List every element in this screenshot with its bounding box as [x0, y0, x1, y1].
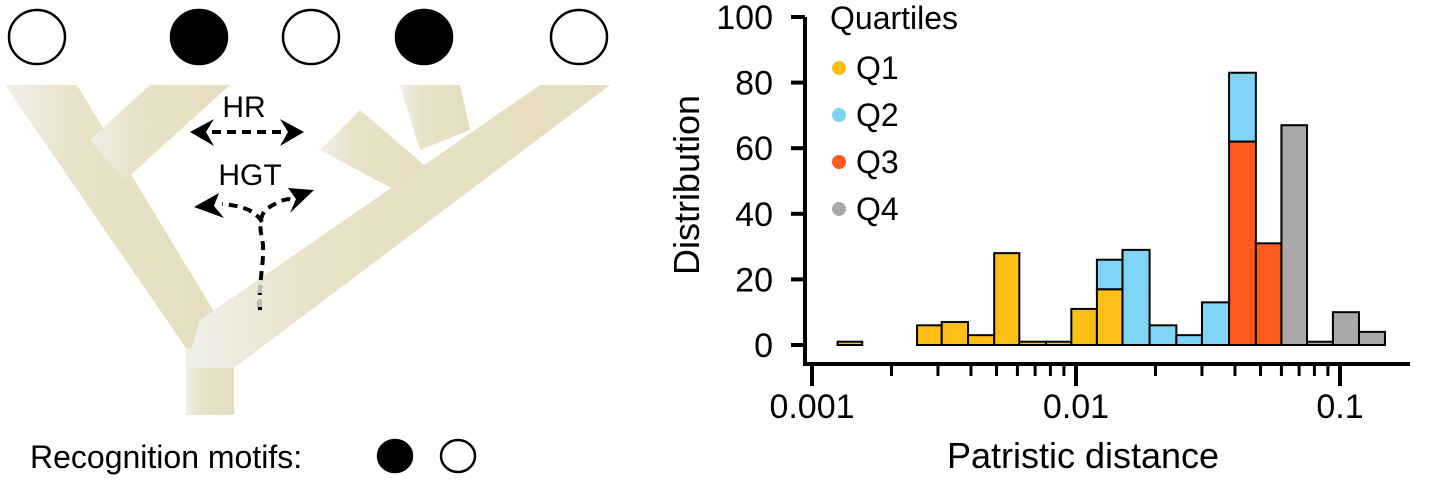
y-tick-label: 0 — [754, 327, 773, 365]
hgt-transfer: HGT — [194, 159, 314, 312]
x-tick-label: 0.01 — [1043, 388, 1109, 426]
legend-label-q1: Q1 — [856, 50, 899, 86]
bar-q1 — [1070, 307, 1098, 347]
legend-swatch-q4 — [832, 202, 846, 216]
tip-circle-open — [549, 8, 609, 66]
bar-q4 — [1306, 340, 1334, 347]
tree-diagram: HR HGT Recognition motifs: — [5, 8, 610, 475]
hgt-left-arrowhead — [194, 193, 224, 218]
motif-caption: Recognition motifs: — [30, 438, 477, 475]
legend-entries: Q1 Q2 Q3 Q4 — [832, 50, 899, 227]
y-tick-label: 20 — [735, 261, 773, 299]
y-tick-label: 60 — [735, 130, 773, 168]
y-axis: 0 20 40 60 80 100 Distribution — [666, 0, 807, 365]
y-tick-label: 40 — [735, 196, 773, 234]
y-tick-label: 100 — [716, 0, 773, 37]
y-tick-label: 80 — [735, 65, 773, 103]
bar-q1 — [1095, 288, 1124, 346]
bar-q3 — [1254, 242, 1283, 347]
hgt-right-arrowhead — [288, 188, 314, 213]
recognition-motifs-label: Recognition motifs: — [30, 439, 302, 475]
bar-q3 — [1228, 140, 1257, 346]
branch-tip-4 — [400, 85, 470, 150]
bar-q2 — [1148, 324, 1178, 347]
tree-tips — [7, 8, 609, 66]
tip-circle-filled — [394, 8, 454, 66]
bar-q2 — [1200, 301, 1231, 346]
bar-q1 — [1045, 340, 1073, 347]
legend-swatch-q3 — [832, 155, 846, 169]
legend-label-q3: Q3 — [856, 144, 899, 180]
hr-left-arrowhead — [190, 119, 214, 146]
bar-q1 — [967, 334, 996, 347]
bar-q1 — [940, 321, 970, 347]
bar-q1 — [993, 252, 1021, 346]
bar-q4 — [1357, 330, 1386, 347]
bar-q4 — [1280, 124, 1309, 346]
hgt-dashed-path — [221, 197, 296, 311]
hr-label: HR — [222, 91, 265, 124]
bar-q2 — [1121, 248, 1151, 347]
legend-label-q4: Q4 — [856, 191, 899, 227]
bar-q4 — [1331, 311, 1360, 347]
legend-swatch-q1 — [832, 61, 846, 75]
tip-circle-filled — [169, 8, 229, 66]
hgt-label: HGT — [218, 159, 281, 192]
x-tick-label: 0.1 — [1316, 388, 1363, 426]
y-ticks: 0 20 40 60 80 100 — [716, 0, 805, 365]
hr-transfer: HR — [190, 91, 304, 146]
branch-connector — [320, 110, 430, 190]
motif-circle-filled — [376, 438, 414, 474]
x-axis-title: Patristic distance — [947, 435, 1219, 476]
bar-q1 — [1018, 340, 1048, 347]
legend-swatch-q2 — [832, 108, 846, 122]
legend-label-q2: Q2 — [856, 97, 899, 133]
bar-q1 — [836, 340, 864, 347]
branch-tip-2 — [90, 85, 230, 180]
x-axis: 0.001 0.01 0.1 Patristic distance — [769, 362, 1410, 476]
bar-q1 — [916, 324, 943, 347]
legend: Quartiles Q1 Q2 Q3 Q4 — [830, 0, 958, 227]
histogram-chart: 0 20 40 60 80 100 Distribution 0.001 0.01 0.1 P… — [666, 0, 1410, 476]
legend-title: Quartiles — [830, 0, 958, 36]
x-ticks: 0.001 0.01 0.1 — [769, 364, 1364, 426]
tip-circle-open — [7, 8, 67, 66]
bar-q2 — [1095, 258, 1124, 291]
tip-circle-open — [281, 8, 341, 66]
tree-branches — [5, 85, 610, 415]
bar-q2 — [1175, 334, 1203, 347]
x-tick-label: 0.001 — [769, 388, 854, 426]
hr-right-arrowhead — [280, 119, 304, 146]
branch-right-main — [186, 85, 610, 368]
bar-q2 — [1228, 71, 1257, 143]
motif-symbols — [376, 438, 477, 474]
motif-circle-open — [439, 438, 477, 474]
y-axis-title: Distribution — [666, 95, 707, 275]
bars — [836, 71, 1386, 347]
branch-left — [5, 85, 236, 348]
